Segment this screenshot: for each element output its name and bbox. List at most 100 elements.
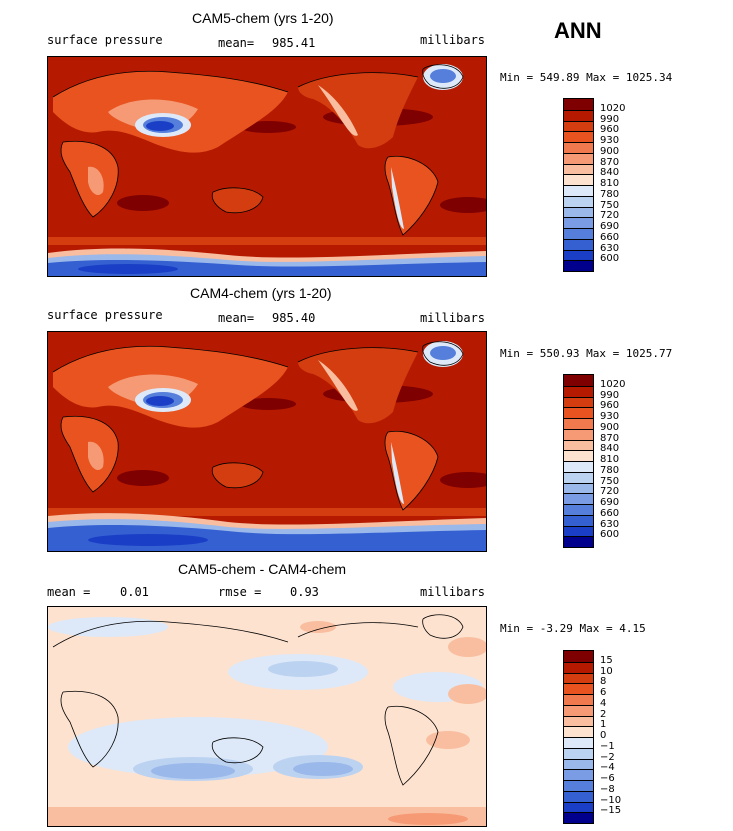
low-pressure-band [48, 508, 486, 516]
colorbar-swatch [564, 428, 593, 440]
colorbar-swatch [564, 163, 593, 175]
colorbar-tick-label: 1020 [600, 102, 626, 114]
low-pressure-band [48, 237, 486, 245]
colorbar-swatch [564, 461, 593, 472]
colorbar-swatch [564, 715, 593, 727]
season-label: ANN [554, 18, 602, 43]
colorbar-tick-label: 870 [600, 156, 620, 168]
panel1-title: CAM5-chem (yrs 1-20) [192, 10, 334, 26]
colorbar-tick-label: 780 [600, 464, 620, 476]
panel2-title: CAM4-chem (yrs 1-20) [190, 285, 332, 301]
panel1-map-svg [48, 57, 486, 276]
colorbar-tick-label: −2 [600, 751, 615, 763]
colorbar-swatch [564, 185, 593, 196]
coastlines [52, 64, 464, 236]
high-pressure-region [240, 398, 296, 410]
colorbar-tick-label: 750 [600, 475, 620, 487]
panel1-map [47, 56, 487, 277]
rocky-mountains [318, 85, 358, 136]
panel1-colorbar-swatches [563, 98, 594, 272]
colorbar-swatch [564, 471, 593, 483]
antarctica-region [88, 534, 208, 546]
andes-region [391, 442, 404, 504]
colorbar-swatch [564, 217, 593, 228]
colorbar-swatch [564, 249, 593, 261]
high-pressure-region [240, 121, 296, 133]
colorbar-swatch [564, 525, 593, 537]
australia-landmass [212, 187, 263, 213]
panel2-map [47, 331, 487, 552]
colorbar-tick-label: 720 [600, 486, 620, 498]
panel3-title: CAM5-chem - CAM4-chem [178, 561, 347, 577]
colorbar-tick-label: 2 [600, 708, 607, 720]
colorbar-tick-label: 0 [600, 730, 607, 741]
negative-anomaly [268, 661, 338, 677]
colorbar-tick-label: 660 [600, 231, 620, 243]
colorbar-tick-label: 780 [600, 188, 620, 200]
colorbar-swatch [564, 694, 593, 705]
colorbar-swatch [564, 651, 593, 662]
colorbar-swatch [564, 152, 593, 164]
panel3-map-svg [48, 607, 486, 826]
colorbar-tick-label: 690 [600, 221, 620, 232]
panel1-minmax: Min = 549.89 Max = 1025.34 [500, 71, 673, 84]
colorbar-tick-label: 630 [600, 518, 620, 530]
colorbar-tick-label: 960 [600, 400, 620, 412]
colorbar-swatch [564, 260, 593, 271]
antarctica-region [78, 264, 178, 274]
colorbar-swatch [564, 780, 593, 791]
colorbar-tick-label: 720 [600, 210, 620, 222]
greenland-region [430, 346, 456, 360]
colorbar-swatch [564, 726, 593, 737]
colorbar-swatch [564, 174, 593, 185]
high-pressure-region [117, 470, 169, 486]
tibet-plateau [146, 396, 174, 406]
colorbar-swatch [564, 99, 593, 110]
colorbar-tick-label: 600 [600, 253, 620, 265]
north-america-landmass [298, 72, 418, 149]
colorbar-tick-label: −1 [600, 740, 615, 752]
colorbar-swatch [564, 418, 593, 429]
colorbar-tick-label: 690 [600, 497, 620, 508]
colorbar-swatch [564, 737, 593, 748]
colorbar-swatch [564, 120, 593, 132]
colorbar-swatch [564, 109, 593, 121]
colorbar-tick-label: −6 [600, 773, 615, 784]
panel1-variable-label: surface pressure [47, 33, 163, 47]
north-america-landmass [298, 347, 418, 424]
colorbar-tick-label: 930 [600, 135, 620, 146]
colorbar-swatch [564, 801, 593, 813]
colorbar-swatch [564, 238, 593, 250]
negative-anomaly [151, 763, 235, 779]
panel2-colorbar-swatches [563, 374, 594, 548]
high-pressure-region [440, 472, 486, 488]
colorbar-tick-label: 6 [600, 687, 607, 698]
andes-region [391, 167, 404, 229]
colorbar-swatch [564, 683, 593, 694]
australia-landmass [212, 462, 263, 488]
positive-anomaly [448, 684, 486, 704]
high-pressure-region [117, 195, 169, 211]
colorbar-tick-label: 900 [600, 421, 620, 433]
positive-anomaly [48, 807, 486, 826]
rocky-mountains [318, 360, 358, 411]
colorbar-tick-label: −15 [600, 805, 622, 817]
colorbar-swatch [564, 747, 593, 759]
colorbar-tick-label: 810 [600, 454, 620, 465]
panel3-units-label: millibars [420, 585, 486, 599]
colorbar-tick-label: 960 [600, 124, 620, 136]
negative-anomaly [48, 617, 168, 637]
positive-anomaly [388, 813, 468, 825]
colorbar-swatch [564, 131, 593, 142]
colorbar-swatch [564, 142, 593, 153]
colorbar-swatch [564, 450, 593, 461]
panel3-colorbar-swatches [563, 650, 594, 824]
panel2-minmax: Min = 550.93 Max = 1025.77 [500, 347, 673, 360]
panel3-map [47, 606, 487, 827]
tibet-plateau [146, 121, 174, 131]
colorbar-swatch [564, 661, 593, 673]
high-pressure-region [440, 197, 486, 213]
negative-anomaly [68, 717, 328, 777]
negative-anomaly [293, 762, 353, 776]
panel1-mean-value: 985.41 [272, 36, 316, 50]
